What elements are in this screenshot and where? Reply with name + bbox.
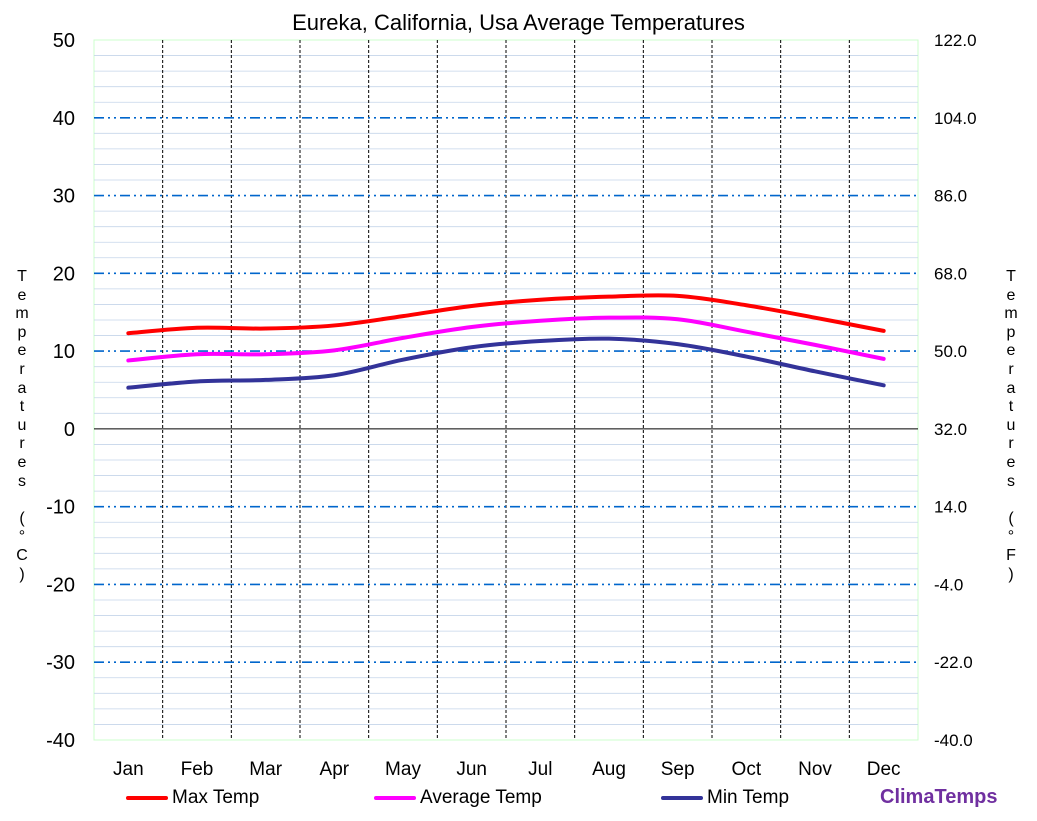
x-tick-label: Feb <box>181 759 214 780</box>
legend-average-temp-label: Average Temp <box>420 787 542 808</box>
y-tick-label: 40 <box>53 108 75 130</box>
legend-max-temp-swatch <box>126 796 168 800</box>
series-line-average-temp <box>126 315 886 363</box>
axis-label-char: e <box>1006 342 1016 360</box>
y2-tick-label: -40.0 <box>934 731 973 750</box>
x-tick-label: Dec <box>867 759 901 780</box>
y2-tick-label: 14.0 <box>934 498 967 517</box>
y-tick-label: -40 <box>46 730 75 752</box>
y-tick-label: -10 <box>46 497 75 519</box>
axis-label-char: p <box>17 323 27 341</box>
y2-tick-label: -22.0 <box>934 653 973 672</box>
axis-label-char: t <box>19 398 25 416</box>
axis-label-char: F <box>1006 546 1016 564</box>
axis-label-char: e <box>17 342 27 360</box>
legend-average-temp-swatch <box>374 796 416 800</box>
x-tick-label: May <box>385 759 421 780</box>
legend-min-temp-label: Min Temp <box>707 787 790 808</box>
y2-tick-label: 32.0 <box>934 420 967 439</box>
x-tick-label: Nov <box>798 759 832 780</box>
y-tick-label: -20 <box>46 574 75 596</box>
axis-label-char: ) <box>1008 565 1014 583</box>
axis-label-char: ( <box>1008 509 1014 527</box>
axis-label-char: ( <box>19 509 25 527</box>
y2-tick-label: 86.0 <box>934 187 967 206</box>
axis-label-char: ) <box>19 565 25 583</box>
axis-label-char: e <box>17 286 27 304</box>
axis-label-char: s <box>1007 472 1015 490</box>
axis-label-char: ° <box>18 528 26 546</box>
axis-label-char: e <box>1006 286 1016 304</box>
x-tick-label: Sep <box>661 759 695 780</box>
axis-label-char: s <box>18 472 26 490</box>
axis-label-char: e <box>17 453 27 471</box>
legend-min-temp: Min Temp <box>661 787 789 809</box>
x-tick-label: Jan <box>113 759 144 780</box>
axis-label-char: T <box>17 268 27 285</box>
axis-label-char: p <box>1006 323 1016 341</box>
legend-average-temp: Average Temp <box>374 787 542 809</box>
y2-tick-label: 50.0 <box>934 342 967 361</box>
x-tick-label: Jul <box>528 759 552 780</box>
y-tick-label: 0 <box>64 419 75 441</box>
y2-tick-label: 104.0 <box>934 109 977 128</box>
legend-max-temp: Max Temp <box>126 787 259 809</box>
x-tick-label: Oct <box>732 759 762 780</box>
axis-label-char: ° <box>1007 528 1015 546</box>
legend-min-temp-swatch <box>661 796 703 800</box>
axis-label-char: a <box>1006 379 1016 397</box>
axis-label-char: t <box>1008 398 1014 416</box>
axis-label-char: m <box>1004 305 1018 323</box>
y2-tick-label: 68.0 <box>934 264 967 283</box>
x-tick-label: Jun <box>456 759 487 780</box>
y-tick-label: 10 <box>53 341 75 363</box>
axis-label-char: r <box>19 435 25 453</box>
x-tick-label: Mar <box>249 759 282 780</box>
axis-label-char: e <box>1006 453 1016 471</box>
y2-tick-label: -4.0 <box>934 575 963 594</box>
axis-label-char: r <box>1008 360 1014 378</box>
axis-label-char: r <box>19 360 25 378</box>
series-line-max-temp <box>126 293 886 336</box>
axis-label-char: r <box>1008 435 1014 453</box>
axis-label-char: m <box>15 305 29 323</box>
axis-label-char: T <box>1006 268 1016 285</box>
y-tick-label: 20 <box>53 263 75 285</box>
axis-label-char: a <box>17 379 27 397</box>
y-tick-label: -30 <box>46 652 75 674</box>
y2-tick-label: 122.0 <box>934 31 977 50</box>
y-tick-label: 50 <box>53 30 75 52</box>
chart-title: Eureka, California, Usa Average Temperat… <box>292 10 745 35</box>
legend-max-temp-label: Max Temp <box>172 787 260 808</box>
x-tick-label: Apr <box>320 759 350 780</box>
axis-label-char: C <box>16 546 28 564</box>
x-tick-label: Aug <box>592 759 626 780</box>
climatemps-logo: ClimaTemps <box>880 786 998 808</box>
axis-label-char: u <box>1006 416 1016 434</box>
series-line-min-temp <box>126 336 886 390</box>
axis-label-char: u <box>17 416 27 434</box>
y-tick-label: 30 <box>53 186 75 208</box>
